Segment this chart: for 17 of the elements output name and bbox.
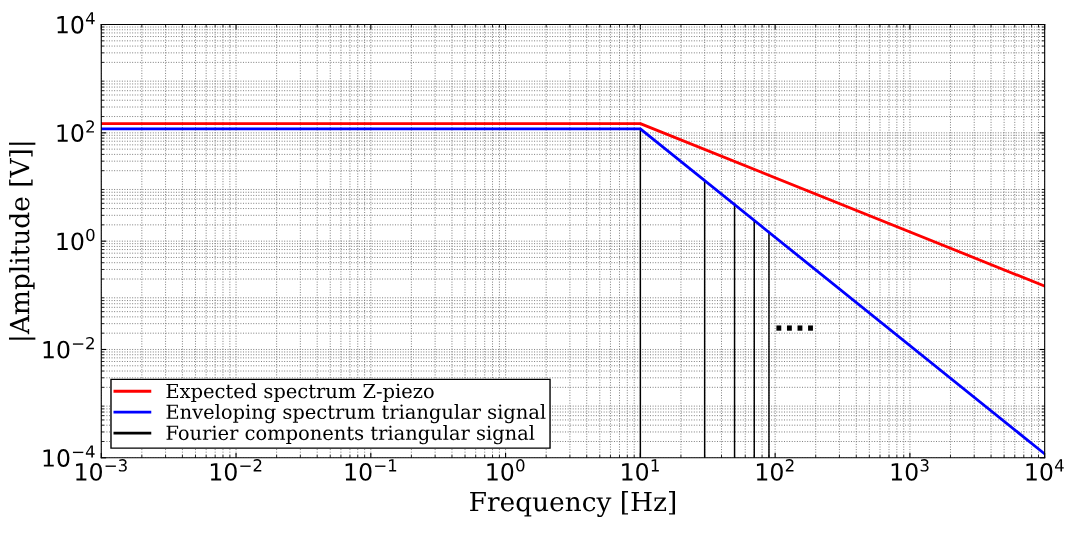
legend-label: Expected spectrum Z-piezo bbox=[166, 383, 434, 403]
x-axis-title: Frequency [Hz] bbox=[470, 491, 676, 517]
legend-label: Enveloping spectrum triangular signal bbox=[166, 404, 546, 424]
x-tick-label: 10$^{−2}$ bbox=[210, 459, 262, 481]
x-tick-label: 10$^{2}$ bbox=[756, 459, 794, 481]
annotation: .... bbox=[776, 325, 813, 331]
y-tick-label: 10$^{4}$ bbox=[57, 12, 95, 34]
x-tick-label: 10$^{1}$ bbox=[622, 459, 659, 481]
y-tick-label: 10$^{0}$ bbox=[57, 228, 95, 251]
y-tick-label: 10$^{−2}$ bbox=[43, 336, 94, 359]
x-tick-label: 10$^{3}$ bbox=[891, 459, 929, 481]
y-tick-label: 10$^{2}$ bbox=[57, 120, 94, 142]
x-tick-label: 10$^{4}$ bbox=[1026, 459, 1064, 481]
legend-label: Fourier components triangular signal bbox=[166, 425, 535, 445]
x-tick-label: 10$^{0}$ bbox=[487, 459, 525, 481]
x-tick-label: 10$^{−1}$ bbox=[345, 459, 397, 481]
y-axis-title: |Amplitude [V]| bbox=[8, 142, 36, 340]
